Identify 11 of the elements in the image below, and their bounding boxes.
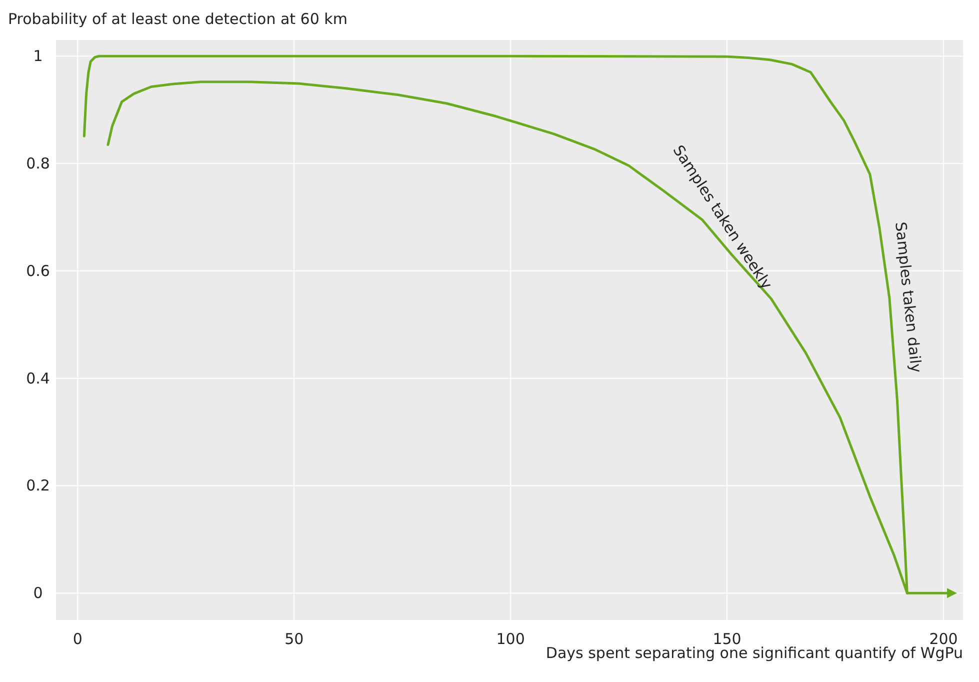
x-tick-label: 50 (284, 630, 304, 648)
text: Samples taken daily (892, 220, 926, 374)
y-tick-label: 0.4 (26, 369, 50, 388)
y-tick-label: 1 (33, 47, 43, 66)
x-tick-label: 0 (72, 630, 82, 648)
y-axis-title: Probability of at least one detection at 60 km (8, 10, 348, 28)
y-tick-label: 0.6 (26, 262, 50, 280)
y-tick-label: 0 (33, 584, 43, 602)
x-tick-label: 100 (496, 630, 525, 648)
y-tick-label: 0.2 (26, 476, 50, 495)
y-tick-label: 0.8 (26, 154, 50, 173)
